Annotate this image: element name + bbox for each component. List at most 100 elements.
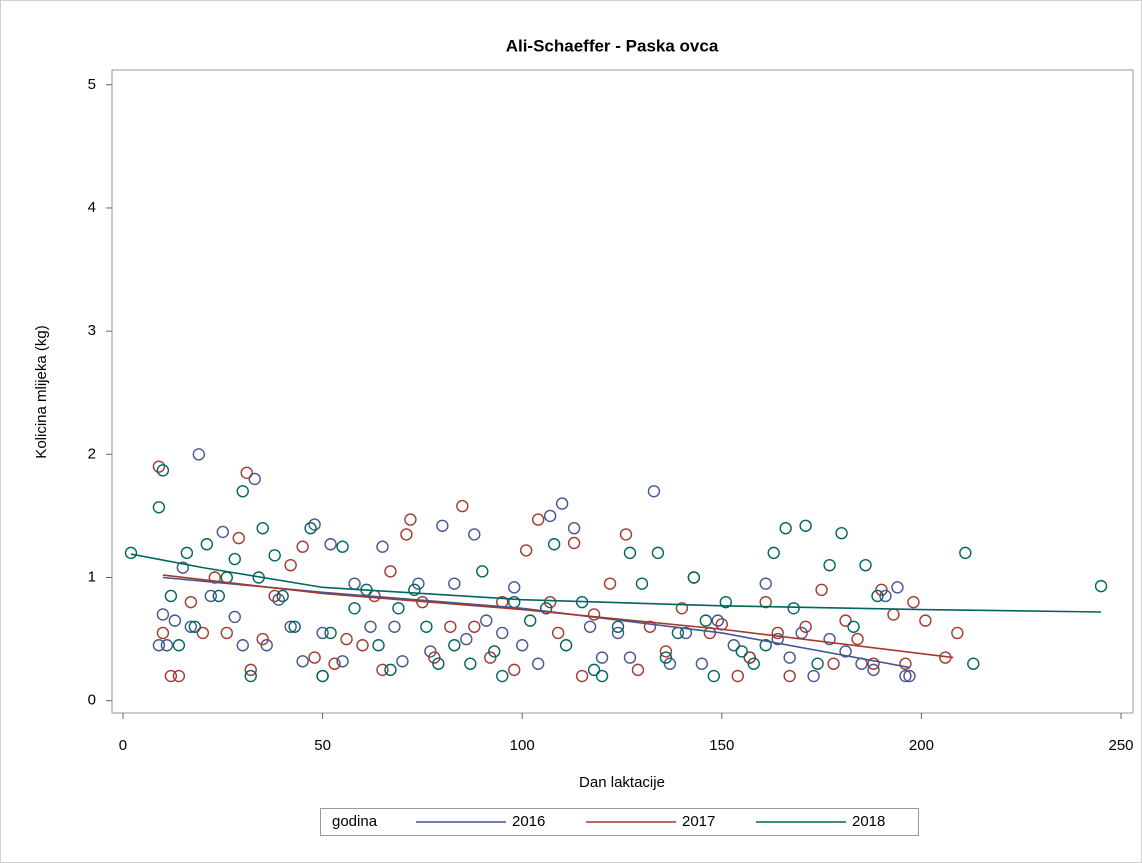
data-point	[695, 657, 709, 670]
y-tick-label: 0	[88, 692, 96, 709]
data-point	[851, 632, 864, 646]
y-tick-label: 5	[88, 76, 96, 93]
data-point	[308, 518, 321, 531]
x-axis-label: Dan laktacije	[579, 774, 665, 791]
y-tick-label: 4	[88, 199, 96, 216]
data-point	[707, 669, 721, 683]
data-point	[699, 614, 713, 627]
data-point	[244, 663, 257, 677]
data-point	[859, 558, 872, 572]
data-point	[180, 546, 194, 560]
data-point	[396, 655, 409, 668]
data-point	[228, 610, 241, 624]
data-point	[587, 608, 601, 621]
data-point	[284, 558, 297, 572]
data-point	[428, 651, 441, 664]
data-point	[248, 472, 261, 486]
data-point	[635, 577, 649, 590]
data-point	[456, 499, 469, 513]
legend-label: 2018	[852, 813, 885, 830]
data-point	[164, 589, 178, 603]
data-point	[384, 565, 397, 578]
data-point	[156, 626, 170, 640]
data-point	[232, 531, 245, 545]
data-point	[823, 632, 836, 646]
y-tick-label: 2	[88, 445, 96, 462]
data-point	[268, 589, 281, 603]
data-point	[743, 651, 756, 664]
data-point	[647, 485, 661, 498]
data-point	[531, 513, 545, 526]
data-point	[903, 669, 916, 683]
data-point	[767, 546, 780, 560]
x-tick-label: 0	[119, 737, 127, 754]
chart-title: Ali-Schaeffer - Paska ovca	[506, 36, 719, 55]
data-point	[827, 657, 840, 670]
data-point	[152, 639, 166, 652]
data-point	[164, 669, 178, 683]
data-point	[376, 663, 389, 677]
data-point	[623, 651, 637, 664]
data-point	[152, 460, 166, 473]
data-point	[663, 657, 677, 670]
data-point	[204, 589, 218, 603]
data-point	[551, 626, 565, 640]
data-point	[508, 663, 521, 677]
data-point	[815, 583, 828, 597]
data-point	[496, 626, 509, 640]
data-point	[659, 645, 673, 658]
data-point	[196, 626, 210, 640]
legend-label: 2017	[682, 813, 715, 830]
data-point	[555, 497, 569, 510]
data-point	[480, 614, 493, 627]
data-point	[595, 669, 609, 683]
data-point	[783, 669, 796, 683]
data-point	[336, 540, 349, 553]
data-point	[907, 595, 920, 609]
data-point	[559, 639, 573, 652]
legend-title: godina	[332, 813, 378, 830]
data-point	[200, 538, 214, 551]
data-point	[727, 639, 740, 652]
data-point	[340, 632, 353, 646]
data-point	[228, 552, 241, 566]
data-point	[679, 626, 693, 640]
data-point	[799, 519, 812, 532]
fit-line	[162, 574, 954, 659]
data-point	[296, 540, 309, 553]
data-point	[951, 626, 964, 640]
data-point	[539, 602, 553, 615]
data-point	[747, 657, 760, 670]
data-point	[260, 639, 273, 652]
data-point	[567, 536, 581, 550]
data-point	[220, 626, 233, 640]
data-point	[799, 620, 812, 633]
data-point	[631, 663, 645, 677]
data-point	[460, 632, 473, 646]
data-point	[687, 571, 701, 584]
data-point	[643, 620, 657, 633]
data-point	[404, 513, 417, 526]
y-axis-label: Kolicina mlijeka (kg)	[33, 325, 50, 458]
data-point	[959, 546, 972, 560]
data-point	[244, 669, 257, 683]
data-point	[276, 589, 289, 603]
data-point	[603, 577, 617, 590]
data-point	[651, 546, 665, 560]
x-tick-label: 150	[709, 737, 734, 754]
data-point	[847, 620, 860, 633]
data-point	[515, 639, 529, 652]
data-point	[268, 549, 281, 562]
data-point	[839, 645, 852, 658]
data-point	[156, 464, 170, 477]
data-point	[448, 577, 461, 590]
data-point	[871, 589, 884, 603]
data-point	[324, 626, 337, 640]
data-point	[304, 522, 317, 535]
data-point	[436, 519, 449, 532]
data-point	[324, 538, 337, 551]
data-point	[236, 639, 249, 652]
data-point	[735, 645, 748, 658]
x-tick-label: 50	[314, 737, 331, 754]
data-point	[611, 626, 625, 640]
